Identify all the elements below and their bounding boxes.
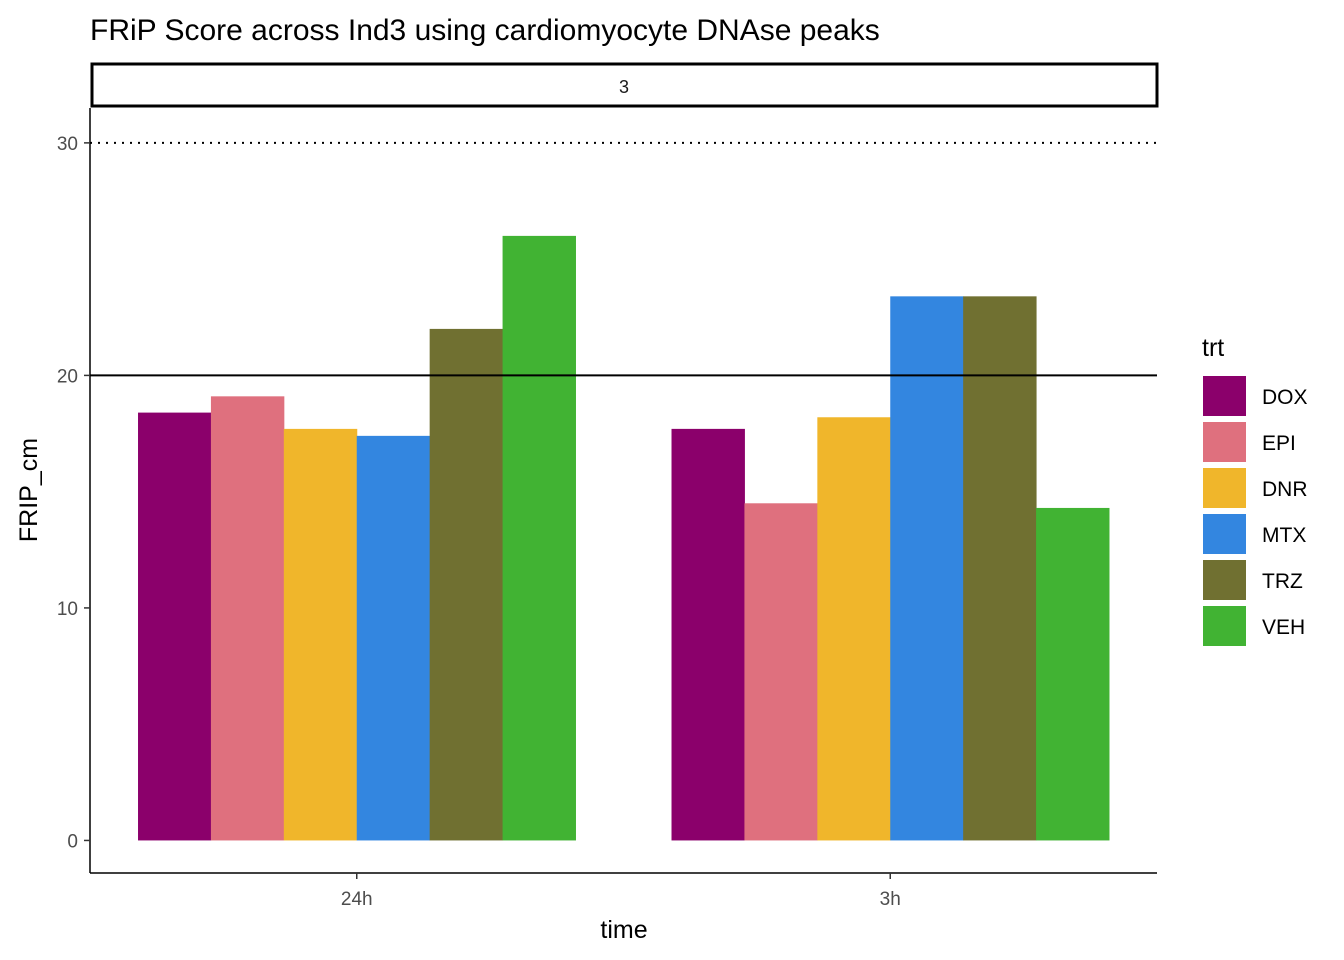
- legend-label-dnr: DNR: [1262, 478, 1308, 501]
- facet-strip-box: [90, 62, 1159, 108]
- legend-key-dox: [1203, 376, 1246, 416]
- bar-mtx-3h: [890, 296, 964, 841]
- legend-label-veh: VEH: [1262, 616, 1305, 639]
- plot-area: [90, 141, 1157, 841]
- y-tick-label: 20: [57, 366, 78, 387]
- bar-epi-24h: [210, 396, 285, 841]
- bar-dnr-3h: [817, 417, 891, 841]
- bar-epi-3h: [744, 503, 818, 841]
- y-axis-title: FRIP_cm: [15, 438, 43, 542]
- bar-trz-24h: [429, 328, 504, 841]
- legend-key-dnr: [1203, 468, 1246, 508]
- legend: trt DOX EPI DNR MTX TRZ VEH: [1202, 334, 1308, 646]
- chart-title: FRiP Score across Ind3 using cardiomyocy…: [90, 14, 880, 47]
- bar-dnr-24h: [283, 428, 358, 841]
- bar-veh-3h: [1036, 507, 1110, 841]
- legend-label-epi: EPI: [1262, 432, 1296, 455]
- legend-label-mtx: MTX: [1262, 524, 1306, 547]
- y-tick-label: 30: [57, 134, 78, 155]
- x-axis: 24h 3h: [90, 872, 1157, 910]
- legend-key-trz: [1203, 560, 1246, 600]
- legend-key-veh: [1203, 606, 1246, 646]
- legend-title: trt: [1202, 334, 1224, 362]
- y-tick-label: 0: [67, 831, 78, 852]
- legend-key-mtx: [1203, 514, 1246, 554]
- x-tick-label: 24h: [341, 889, 373, 910]
- bar-dox-3h: [671, 428, 745, 841]
- legend-label-trz: TRZ: [1262, 570, 1303, 593]
- bar-dox-24h: [138, 412, 212, 841]
- legend-label-dox: DOX: [1262, 386, 1308, 409]
- bar-mtx-24h: [356, 435, 431, 841]
- y-tick-label: 10: [57, 599, 78, 620]
- legend-key-epi: [1203, 422, 1246, 462]
- facet-strip: 3: [90, 62, 1159, 108]
- bar-veh-24h: [502, 235, 576, 841]
- y-axis: 0 10 20 30: [57, 108, 91, 873]
- x-axis-title: time: [600, 916, 647, 944]
- bar-trz-3h: [963, 296, 1037, 841]
- facet-strip-label: 3: [619, 77, 629, 97]
- x-tick-label: 3h: [880, 889, 901, 910]
